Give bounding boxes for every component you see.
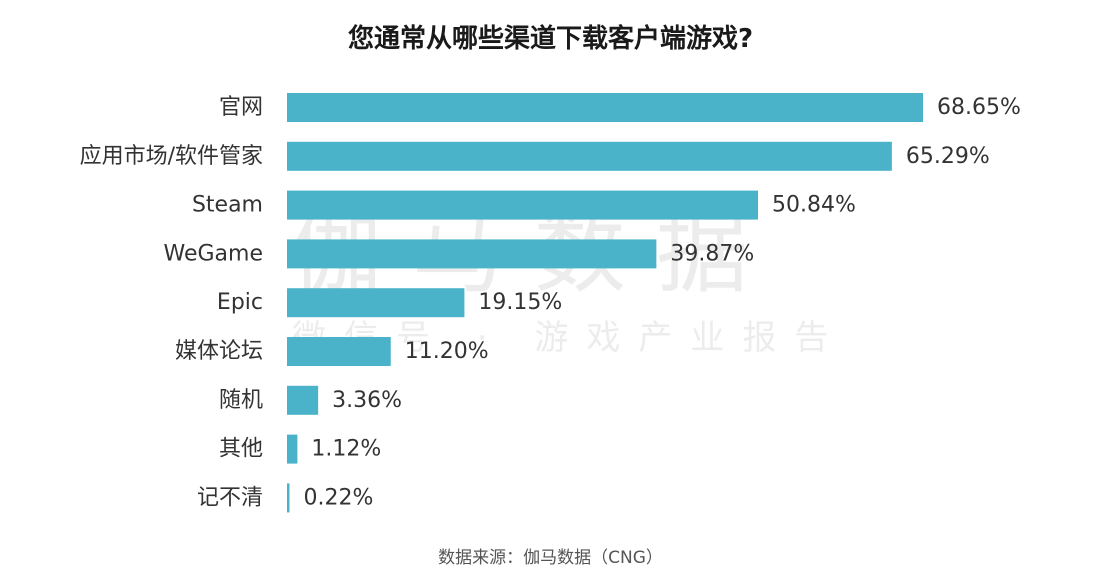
value-label: 1.12% [311,437,381,462]
bar [287,239,657,269]
value-label: 3.36% [332,388,402,413]
category-label: 应用市场/软件管家 [80,144,263,169]
category-label: Epic [217,290,263,315]
value-label: 39.87% [670,241,754,266]
source-note: 数据来源：伽马数据（CNG） [438,548,663,568]
category-label: 其他 [219,437,263,462]
bar [287,337,391,366]
category-label: Steam [192,193,263,218]
bar [287,93,923,122]
value-label: 65.29% [906,144,990,169]
bar [287,483,290,513]
value-label: 11.20% [405,339,489,364]
chart-title: 您通常从哪些渠道下载客户端游戏? [347,24,754,54]
category-label: 官网 [219,95,263,120]
category-label: 随机 [219,388,263,413]
bar [287,190,759,220]
value-label: 50.84% [772,193,856,218]
category-label: 记不清 [197,485,263,510]
category-label: WeGame [164,241,264,266]
bar [287,141,892,171]
bar [287,288,465,318]
category-label: 媒体论坛 [175,339,263,364]
value-label: 19.15% [478,290,562,315]
bar [287,385,319,415]
bar [287,434,298,464]
value-label: 0.22% [304,485,374,510]
value-label: 68.65% [937,95,1021,120]
